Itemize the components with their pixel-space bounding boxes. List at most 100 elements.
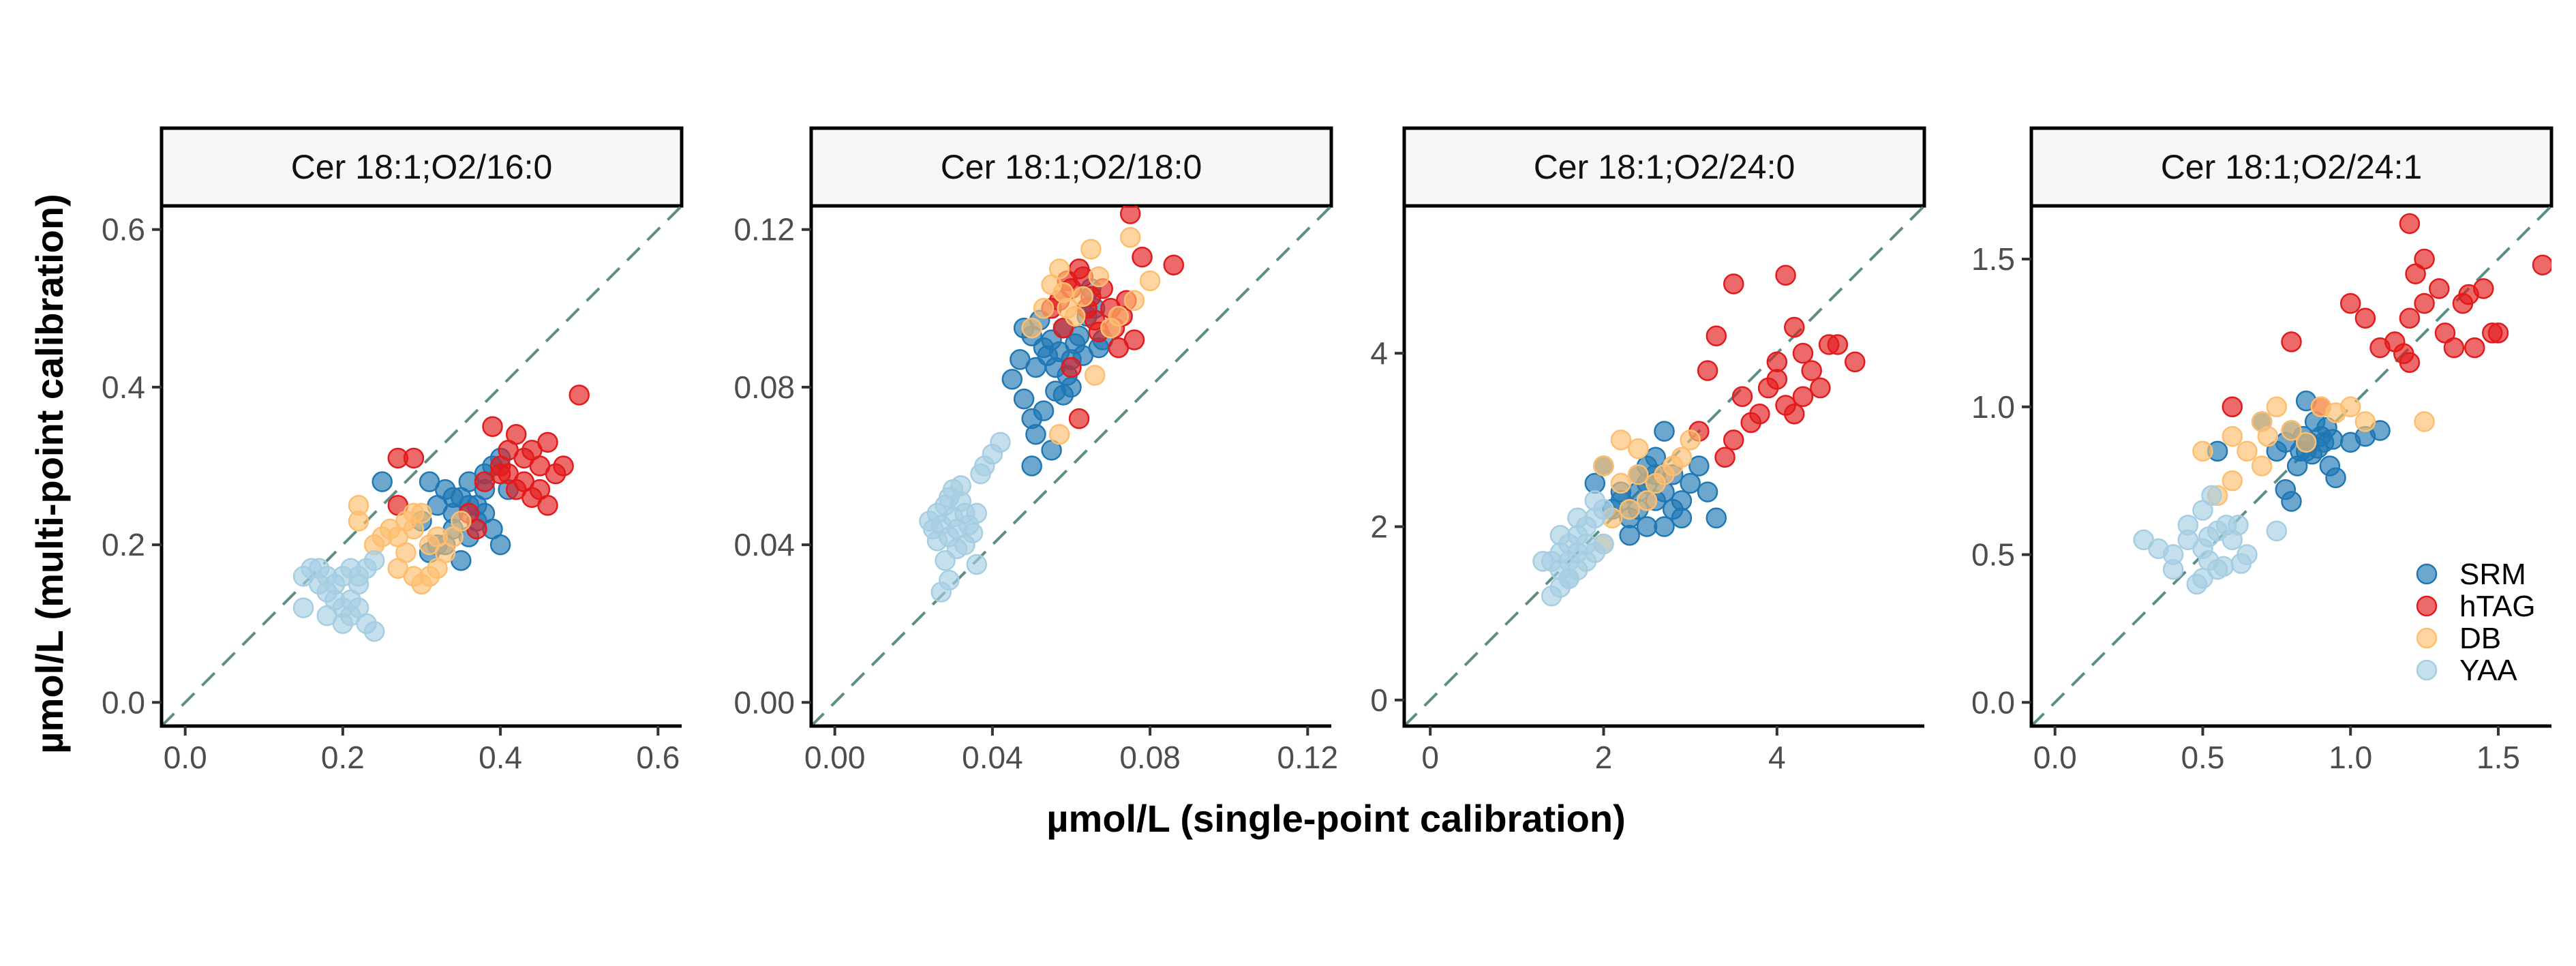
point-yaa (1549, 524, 1571, 546)
point-htag (2281, 331, 2302, 352)
point-yaa (950, 475, 971, 496)
legend-key-htag (2416, 595, 2438, 617)
point-db (1119, 226, 1141, 248)
point-srm (1680, 472, 1701, 494)
point-htag (1697, 360, 1718, 381)
x-tick-label: 4 (1768, 740, 1786, 775)
point-srm (1001, 369, 1023, 390)
point-srm (1033, 400, 1055, 421)
point-srm (1688, 455, 1710, 477)
point-yaa (363, 621, 385, 642)
y-tick-label: 0.08 (733, 369, 795, 405)
panel-strip (809, 126, 1333, 208)
point-htag (1757, 377, 1779, 399)
point-yaa (2192, 500, 2213, 521)
point-yaa (2230, 553, 2252, 574)
point-htag (2429, 278, 2450, 299)
point-htag (1723, 273, 1744, 295)
point-yaa (1584, 490, 1606, 511)
point-db (2281, 420, 2302, 441)
point-yaa (1593, 533, 1614, 555)
point-srm (1584, 472, 1606, 494)
point-srm (1654, 516, 1675, 537)
point-srm (1636, 516, 1658, 537)
points (919, 206, 1185, 603)
point-htag (505, 424, 527, 445)
point-srm (1697, 481, 1718, 502)
y-tick-label: 0.00 (733, 684, 795, 720)
point-db (2266, 396, 2288, 418)
point-db (1072, 286, 1094, 307)
point-yaa (348, 573, 369, 595)
points (2133, 213, 2551, 595)
x-tick-label: 0.08 (1119, 740, 1181, 775)
panel-1: Cer 18:1;O2/16:0 0.0 0.2 0.4 0.6 0.0 0.2 0.4 0.6 (102, 126, 684, 775)
point-htag (2354, 307, 2376, 329)
point-db (2257, 425, 2279, 447)
point-db (2414, 411, 2435, 432)
panel-strip (2029, 126, 2554, 208)
y-tick-label: 0.12 (733, 212, 795, 247)
point-yaa (1558, 568, 1579, 590)
y-tick-label: 1.0 (1971, 389, 2015, 425)
y-tick-label: 0.4 (102, 369, 145, 405)
y-tick-label: 0 (1370, 682, 1388, 718)
point-db (427, 558, 448, 579)
point-db (1636, 490, 1658, 511)
point-htag (2532, 254, 2551, 275)
point-db (1065, 305, 1086, 327)
legend-label-db: DB (2459, 622, 2501, 655)
point-htag (2399, 352, 2421, 374)
point-htag (2414, 248, 2435, 270)
point-htag (403, 447, 425, 469)
point-db (1084, 365, 1106, 386)
point-htag (1827, 334, 1849, 355)
point-yaa (2266, 520, 2288, 542)
point-srm (1619, 524, 1640, 546)
x-tick-label: 2 (1595, 740, 1613, 775)
point-htag (1766, 351, 1788, 373)
point-srm (442, 487, 464, 508)
point-htag (2399, 213, 2421, 235)
point-db (1108, 305, 1130, 327)
x-tick-label: 0.12 (1277, 740, 1339, 775)
point-db (1080, 239, 1102, 260)
point-yaa (935, 549, 956, 571)
point-htag (2443, 337, 2465, 359)
y-tick-label: 4 (1370, 335, 1388, 371)
identity-line (1404, 206, 1924, 726)
point-srm (1013, 388, 1035, 410)
panel-title: Cer 18:1;O2/24:0 (1534, 148, 1795, 186)
x-tick-label: 0.6 (636, 740, 680, 775)
point-yaa (2228, 514, 2249, 536)
point-db (1139, 270, 1161, 292)
point-htag (1792, 386, 1814, 408)
panels: Cer 18:1;O2/16:0 0.0 0.2 0.4 0.6 0.0 0.2 0.4 0.6… (102, 126, 2554, 775)
point-yaa (2186, 573, 2208, 595)
x-axis-title: µmol/L (single-point calibration) (1046, 797, 1625, 840)
point-db (2251, 455, 2273, 477)
legend-label-yaa: YAA (2459, 654, 2517, 687)
point-htag (1784, 403, 1805, 425)
point-db (1671, 447, 1693, 468)
panel-3: Cer 18:1;O2/24:0 0 2 4 0 2 4 (1370, 126, 1926, 775)
identity-line (811, 206, 1331, 726)
point-db (1628, 438, 1649, 459)
point-htag (1810, 377, 1831, 399)
point-yaa (1532, 551, 1554, 572)
point-htag (2487, 322, 2509, 344)
y-tick-label: 0.04 (733, 527, 795, 562)
legend-key-srm (2416, 563, 2438, 585)
panel-title: Cer 18:1;O2/16:0 (291, 148, 553, 186)
x-tick-label: 0.4 (479, 740, 522, 775)
point-db (1619, 498, 1640, 520)
point-db (403, 502, 425, 524)
point-htag (1740, 412, 1761, 434)
point-db (2237, 440, 2258, 462)
x-tick-label: 0.04 (962, 740, 1023, 775)
point-db (1033, 298, 1055, 319)
x-tick-label: 0.00 (804, 740, 866, 775)
point-yaa (990, 432, 1011, 453)
point-htag (537, 432, 558, 453)
point-htag (2414, 292, 2435, 314)
